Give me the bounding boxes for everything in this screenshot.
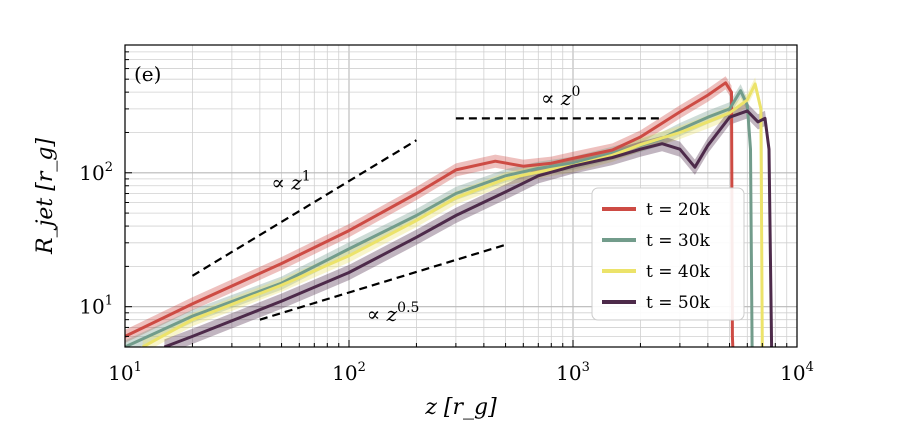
series-band-2 [125,84,753,347]
legend-label-4: t = 50k [646,293,711,313]
x-tick-label: 103 [556,360,590,385]
axis-ticks: 101 102 103 104 101 102 [79,44,814,385]
x-axis-title: z [r_g] [424,395,497,420]
x-tick-label: 102 [332,360,366,385]
legend-label-2: t = 30k [646,231,711,251]
y-tick-label: 101 [79,294,113,319]
reference-line-2 [259,243,506,321]
series-line-2 [125,89,754,347]
y-tick-label: 102 [79,160,113,185]
series-line-1 [125,81,735,347]
legend: t = 20k t = 30k t = 40k t = 50k [591,187,745,321]
series-line-4 [163,109,774,347]
x-tick-label: 104 [780,360,814,385]
legend-box [591,187,745,321]
plot-frame [124,44,798,348]
panel-label: (e) [134,62,161,86]
reference-label-3: ∝ z0 [541,84,580,110]
reference-labels: ∝ z1 ∝ z0.5 ∝ z0 [271,84,580,326]
reference-lines [191,117,663,321]
legend-label-3: t = 40k [646,262,711,282]
series-lines [125,81,774,347]
x-tick-label: 101 [108,360,142,385]
reference-label-1: ∝ z1 [271,169,310,195]
y-axis-title: R_jet [r_g] [33,138,58,255]
reference-line-1 [191,139,418,277]
reference-label-2: ∝ z0.5 [367,300,420,326]
legend-label-1: t = 20k [646,200,711,220]
